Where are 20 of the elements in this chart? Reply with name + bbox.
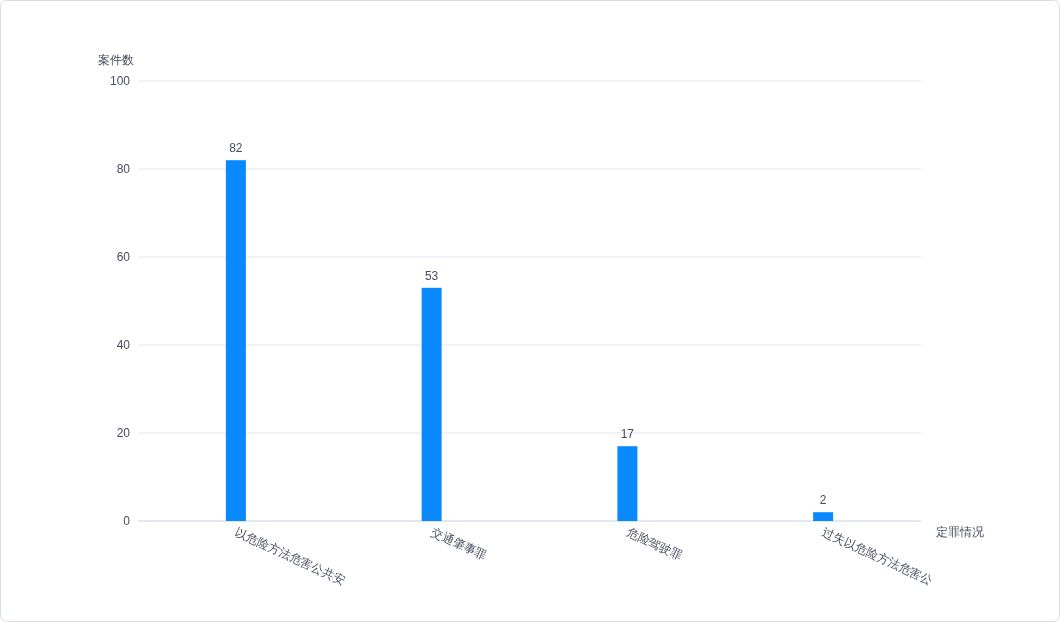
bar — [225, 160, 246, 521]
y-tick-label: 40 — [116, 338, 131, 352]
data-label: 82 — [229, 141, 243, 156]
bar — [813, 512, 834, 521]
x-axis-title: 定罪情况 — [936, 525, 984, 539]
y-tick-label: 0 — [123, 514, 131, 528]
bar — [421, 287, 442, 521]
x-tick-label: 以危险方法危害公共安 — [232, 524, 348, 589]
data-label: 2 — [819, 493, 827, 508]
y-tick-label: 20 — [116, 426, 131, 440]
bar — [617, 446, 638, 521]
x-tick-label: 过失以危险方法危害公 — [820, 524, 935, 589]
y-tick-label: 100 — [109, 74, 131, 88]
data-label: 17 — [620, 427, 635, 442]
y-tick-label: 80 — [116, 162, 131, 176]
y-tick-label: 60 — [116, 250, 131, 264]
x-tick-label: 交通肇事罪 — [428, 524, 489, 563]
y-axis-title: 案件数 — [98, 53, 134, 67]
x-tick-label: 危险驾驶罪 — [624, 524, 685, 563]
data-label: 53 — [424, 268, 439, 283]
